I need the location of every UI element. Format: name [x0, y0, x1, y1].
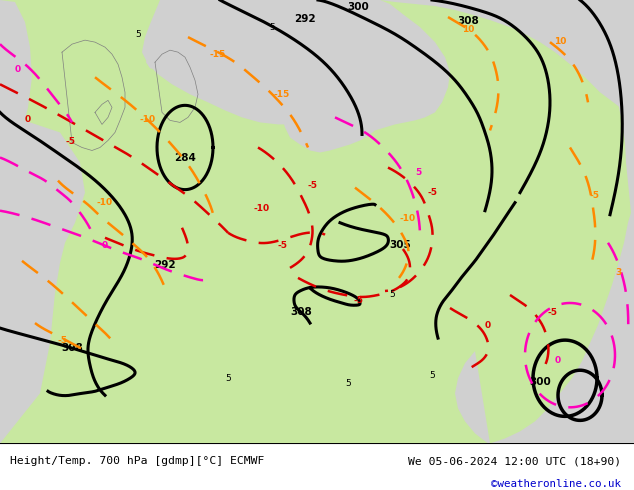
Text: 5: 5 — [345, 379, 351, 388]
Text: 5: 5 — [415, 168, 421, 176]
Text: 5: 5 — [225, 374, 231, 383]
Polygon shape — [0, 112, 85, 443]
Text: Height/Temp. 700 hPa [gdmp][°C] ECMWF: Height/Temp. 700 hPa [gdmp][°C] ECMWF — [10, 456, 264, 466]
Text: -10: -10 — [140, 116, 156, 124]
Text: 0: 0 — [485, 321, 491, 330]
Text: 305: 305 — [389, 240, 411, 250]
Text: 5: 5 — [269, 23, 275, 31]
Text: -5: -5 — [353, 296, 363, 305]
Text: 292: 292 — [294, 14, 316, 24]
Text: 308: 308 — [61, 343, 83, 353]
Text: 300: 300 — [347, 2, 369, 12]
Text: -10: -10 — [254, 204, 270, 213]
Text: 284: 284 — [174, 152, 196, 163]
Polygon shape — [0, 0, 634, 443]
Polygon shape — [146, 52, 172, 70]
Text: 0: 0 — [25, 116, 31, 124]
Text: -10: -10 — [400, 214, 416, 223]
Polygon shape — [142, 0, 415, 124]
Text: -5: -5 — [277, 241, 287, 250]
Text: 10: 10 — [554, 37, 566, 46]
Text: 5: 5 — [429, 371, 435, 380]
Text: -15: -15 — [274, 90, 290, 99]
Text: -5: -5 — [65, 138, 75, 147]
Text: 0: 0 — [15, 65, 21, 74]
Polygon shape — [590, 0, 634, 102]
Text: -5: -5 — [57, 336, 67, 345]
Text: 10: 10 — [462, 25, 474, 34]
Polygon shape — [0, 0, 32, 193]
Text: We 05-06-2024 12:00 UTC (18+90): We 05-06-2024 12:00 UTC (18+90) — [408, 456, 621, 466]
Text: -5: -5 — [427, 188, 437, 196]
Text: ©weatheronline.co.uk: ©weatheronline.co.uk — [491, 479, 621, 490]
Text: 300: 300 — [529, 377, 551, 387]
Text: -15: -15 — [210, 50, 226, 59]
Polygon shape — [282, 0, 450, 152]
Text: 308: 308 — [290, 307, 312, 317]
Text: 0: 0 — [102, 241, 108, 250]
Polygon shape — [560, 0, 634, 243]
Text: -5: -5 — [590, 191, 600, 199]
Text: 308: 308 — [457, 16, 479, 26]
Text: -5: -5 — [547, 308, 557, 317]
Text: -5: -5 — [307, 181, 317, 190]
Polygon shape — [455, 203, 634, 443]
Text: -10: -10 — [97, 197, 113, 207]
Text: 292: 292 — [154, 260, 176, 270]
Text: 5: 5 — [135, 29, 141, 39]
Polygon shape — [368, 0, 634, 122]
Text: 5: 5 — [389, 291, 395, 299]
Text: 3: 3 — [615, 268, 621, 277]
Text: 0: 0 — [555, 356, 561, 365]
